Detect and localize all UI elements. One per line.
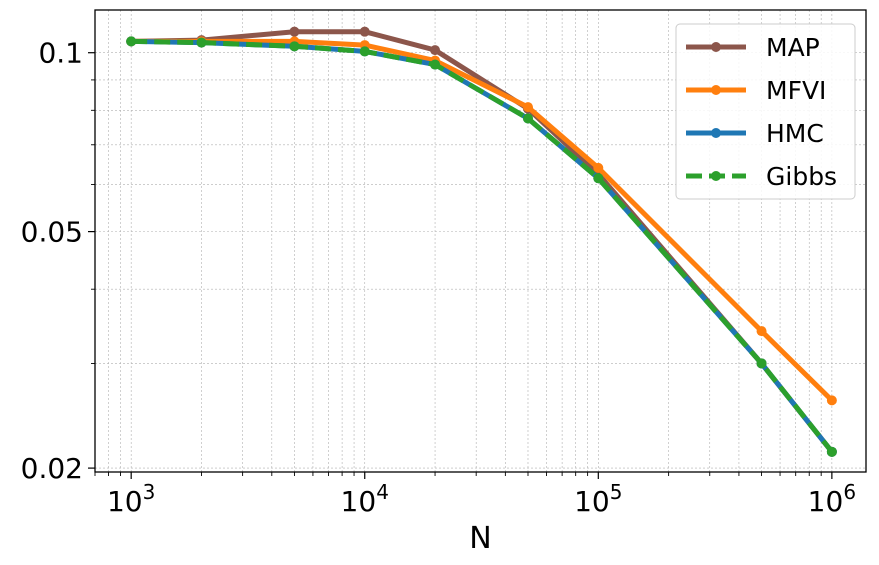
data-point bbox=[756, 358, 767, 369]
legend-swatch-marker bbox=[711, 85, 721, 95]
x-axis-label: N bbox=[469, 521, 491, 556]
legend-box bbox=[675, 23, 856, 200]
x-tick-base: 10 bbox=[574, 485, 610, 518]
x-tick-base: 10 bbox=[341, 485, 377, 518]
x-tick-exponent: 3 bbox=[143, 480, 156, 504]
legend-label: HMC bbox=[766, 119, 824, 148]
legend-label: MAP bbox=[766, 33, 820, 62]
data-point bbox=[289, 41, 300, 52]
data-point bbox=[430, 45, 441, 56]
x-tick-exponent: 4 bbox=[376, 480, 389, 504]
plot-frame bbox=[94, 9, 867, 473]
data-point bbox=[359, 46, 370, 57]
legend-label: MFVI bbox=[766, 76, 826, 105]
data-point bbox=[359, 26, 370, 37]
data-point bbox=[430, 59, 441, 70]
legend-swatch-marker bbox=[711, 42, 721, 52]
legend-label: Gibbs bbox=[766, 162, 837, 191]
legend-swatch-marker bbox=[711, 171, 721, 181]
x-tick-label: 105 bbox=[574, 480, 622, 518]
legend-swatch-marker bbox=[711, 128, 721, 138]
data-point bbox=[522, 113, 533, 124]
data-point bbox=[289, 26, 300, 37]
legend: MAP MFVI HMC Gibbs bbox=[675, 23, 856, 200]
x-tick-label: 103 bbox=[107, 480, 155, 518]
x-tick-label: 104 bbox=[341, 480, 389, 518]
data-point bbox=[126, 36, 137, 47]
x-tick-base: 10 bbox=[808, 485, 844, 518]
x-tick-exponent: 5 bbox=[610, 480, 623, 504]
x-tick-base: 10 bbox=[107, 485, 143, 518]
data-point bbox=[826, 446, 837, 457]
legend-entry-gibbs: Gibbs bbox=[686, 162, 837, 191]
data-point bbox=[522, 102, 533, 113]
x-tick-exponent: 6 bbox=[843, 480, 856, 504]
data-point bbox=[593, 173, 604, 184]
data-point bbox=[756, 326, 767, 337]
y-tick-label: 0.02 bbox=[21, 452, 83, 485]
legend-entry-hmc: HMC bbox=[686, 119, 824, 148]
data-point bbox=[593, 162, 604, 173]
y-tick-label: 0.05 bbox=[21, 216, 83, 249]
legend-entry-map: MAP bbox=[686, 33, 820, 62]
series-lines bbox=[126, 26, 837, 457]
x-tick-label: 106 bbox=[808, 480, 856, 518]
y-tick-label: 0.1 bbox=[38, 37, 83, 70]
series-gibbs bbox=[126, 36, 837, 457]
data-point bbox=[826, 395, 837, 406]
data-point bbox=[196, 37, 207, 48]
legend-entry-mfvi: MFVI bbox=[686, 76, 826, 105]
